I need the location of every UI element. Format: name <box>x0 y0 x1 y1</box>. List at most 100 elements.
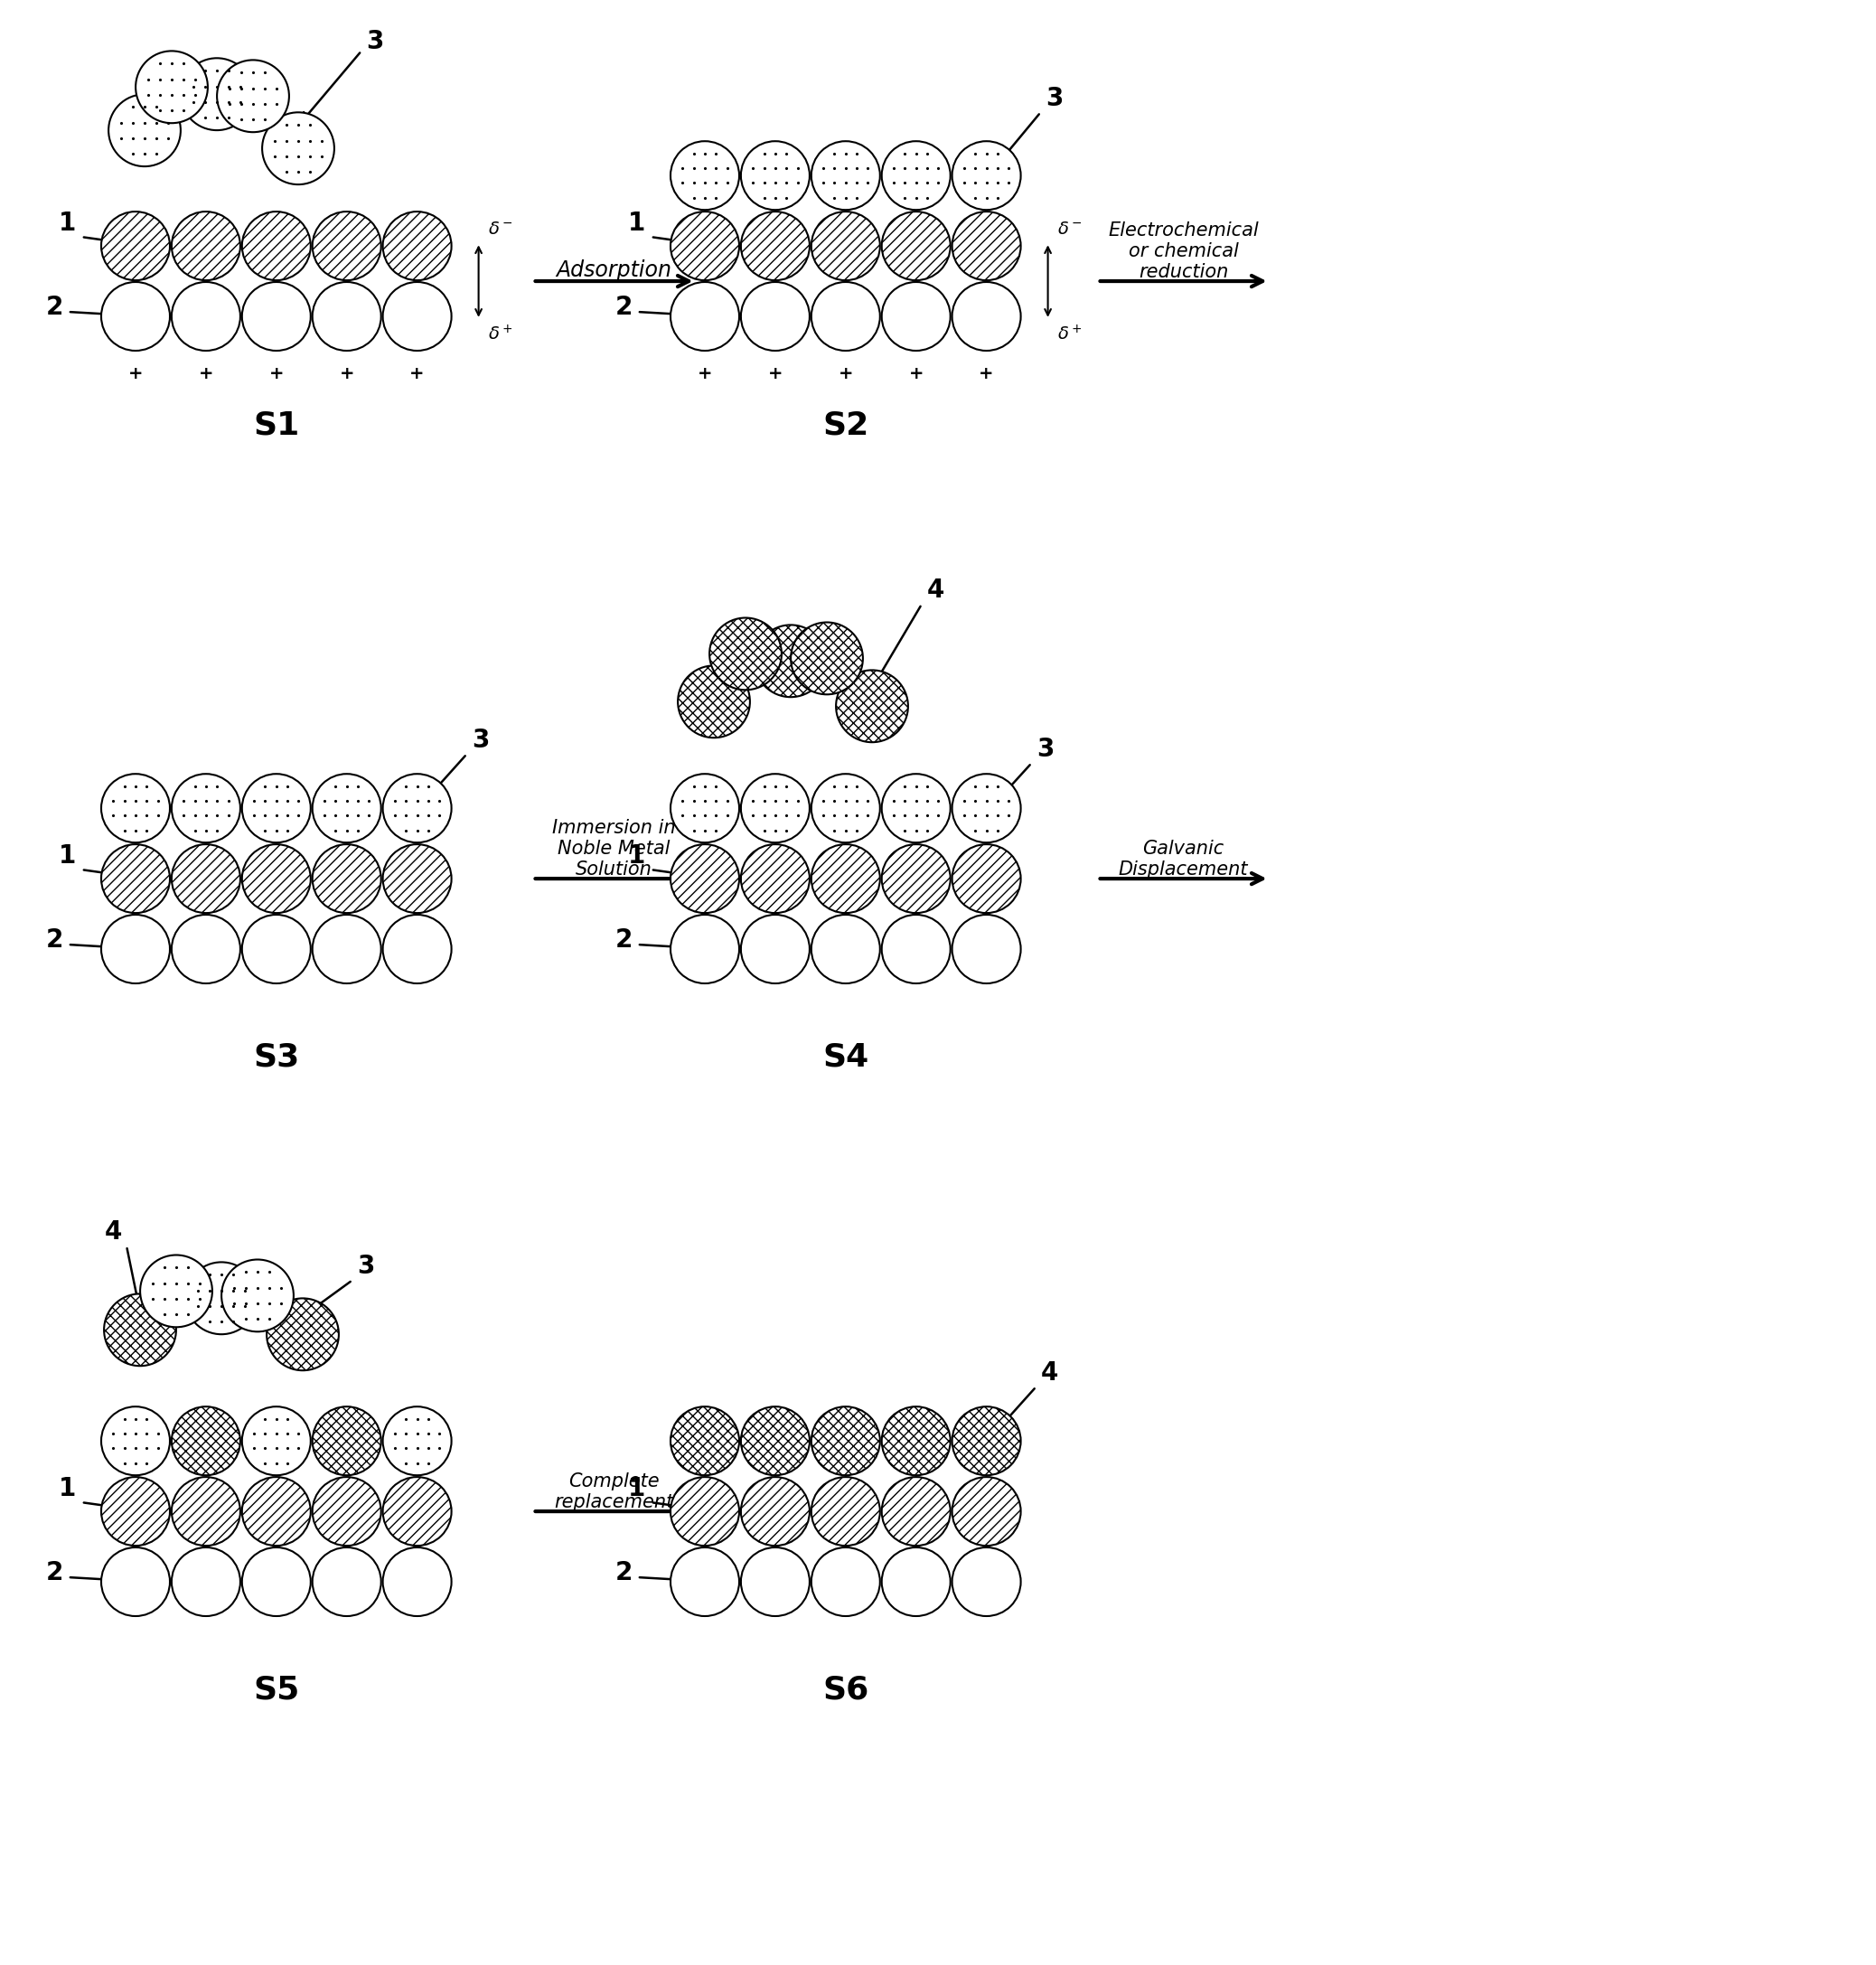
Circle shape <box>103 1293 176 1366</box>
Circle shape <box>709 617 782 690</box>
Text: +: + <box>767 365 782 381</box>
Circle shape <box>313 1407 381 1476</box>
Circle shape <box>242 916 311 982</box>
Circle shape <box>670 283 739 350</box>
Circle shape <box>810 1546 880 1615</box>
Text: 2: 2 <box>615 295 632 320</box>
Circle shape <box>882 1478 951 1546</box>
Circle shape <box>670 1546 739 1615</box>
Circle shape <box>670 916 739 982</box>
Circle shape <box>953 141 1021 210</box>
Circle shape <box>101 1478 171 1546</box>
Text: 2: 2 <box>45 295 64 320</box>
Text: 1: 1 <box>628 210 645 236</box>
Text: S3: S3 <box>253 1041 300 1073</box>
Circle shape <box>670 1478 739 1546</box>
Circle shape <box>313 212 381 281</box>
Circle shape <box>383 774 452 843</box>
Circle shape <box>670 141 739 210</box>
Circle shape <box>383 212 452 281</box>
Text: +: + <box>340 365 355 381</box>
Text: +: + <box>839 365 854 381</box>
Text: +: + <box>268 365 283 381</box>
Text: Galvanic
Displacement: Galvanic Displacement <box>1118 839 1248 878</box>
Circle shape <box>882 1407 951 1476</box>
Text: Adsorption: Adsorption <box>557 259 672 281</box>
Circle shape <box>741 1407 810 1476</box>
Circle shape <box>221 1260 295 1332</box>
Circle shape <box>882 845 951 914</box>
Circle shape <box>741 1546 810 1615</box>
Circle shape <box>810 283 880 350</box>
Circle shape <box>837 670 908 743</box>
Circle shape <box>242 283 311 350</box>
Circle shape <box>171 845 240 914</box>
Circle shape <box>810 916 880 982</box>
Text: S5: S5 <box>253 1674 300 1706</box>
Text: Complete
replacement: Complete replacement <box>555 1472 673 1511</box>
Text: 2: 2 <box>615 1560 632 1586</box>
Circle shape <box>383 283 452 350</box>
Text: +: + <box>908 365 923 381</box>
Text: 4: 4 <box>105 1220 122 1246</box>
Circle shape <box>171 1478 240 1546</box>
Circle shape <box>313 774 381 843</box>
Text: 1: 1 <box>628 1476 645 1501</box>
Circle shape <box>953 774 1021 843</box>
Circle shape <box>171 1546 240 1615</box>
Circle shape <box>953 212 1021 281</box>
Circle shape <box>810 1478 880 1546</box>
Circle shape <box>313 845 381 914</box>
Circle shape <box>741 141 810 210</box>
Text: +: + <box>409 365 424 381</box>
Text: 4: 4 <box>927 578 944 603</box>
Circle shape <box>383 1546 452 1615</box>
Circle shape <box>242 1478 311 1546</box>
Circle shape <box>953 845 1021 914</box>
Text: 1: 1 <box>58 210 77 236</box>
Circle shape <box>180 59 253 130</box>
Text: 3: 3 <box>366 29 385 55</box>
Circle shape <box>171 1407 240 1476</box>
Circle shape <box>171 283 240 350</box>
Circle shape <box>383 916 452 982</box>
Text: Immersion in
Noble Metal
Solution: Immersion in Noble Metal Solution <box>552 819 675 878</box>
Circle shape <box>882 1546 951 1615</box>
Circle shape <box>101 1407 171 1476</box>
Circle shape <box>186 1262 257 1334</box>
Circle shape <box>101 212 171 281</box>
Circle shape <box>754 625 827 698</box>
Circle shape <box>242 1407 311 1476</box>
Text: $\delta^+$: $\delta^+$ <box>488 324 512 344</box>
Text: 3: 3 <box>356 1254 375 1279</box>
Circle shape <box>109 94 180 167</box>
Text: 3: 3 <box>1036 737 1054 762</box>
Circle shape <box>242 845 311 914</box>
Circle shape <box>810 212 880 281</box>
Circle shape <box>313 1546 381 1615</box>
Circle shape <box>313 283 381 350</box>
Circle shape <box>101 845 171 914</box>
Text: Electrochemical
or chemical
reduction: Electrochemical or chemical reduction <box>1109 222 1259 281</box>
Circle shape <box>171 916 240 982</box>
Text: $\delta^+$: $\delta^+$ <box>1056 324 1082 344</box>
Circle shape <box>741 1478 810 1546</box>
Circle shape <box>266 1299 340 1370</box>
Circle shape <box>953 1478 1021 1546</box>
Circle shape <box>810 774 880 843</box>
Circle shape <box>218 61 289 132</box>
Circle shape <box>101 283 171 350</box>
Text: +: + <box>199 365 214 381</box>
Text: 2: 2 <box>615 927 632 953</box>
Text: +: + <box>128 365 143 381</box>
Circle shape <box>741 845 810 914</box>
Circle shape <box>810 845 880 914</box>
Circle shape <box>670 845 739 914</box>
Circle shape <box>101 774 171 843</box>
Circle shape <box>670 774 739 843</box>
Circle shape <box>882 916 951 982</box>
Circle shape <box>677 666 750 737</box>
Circle shape <box>810 1407 880 1476</box>
Circle shape <box>313 916 381 982</box>
Circle shape <box>242 774 311 843</box>
